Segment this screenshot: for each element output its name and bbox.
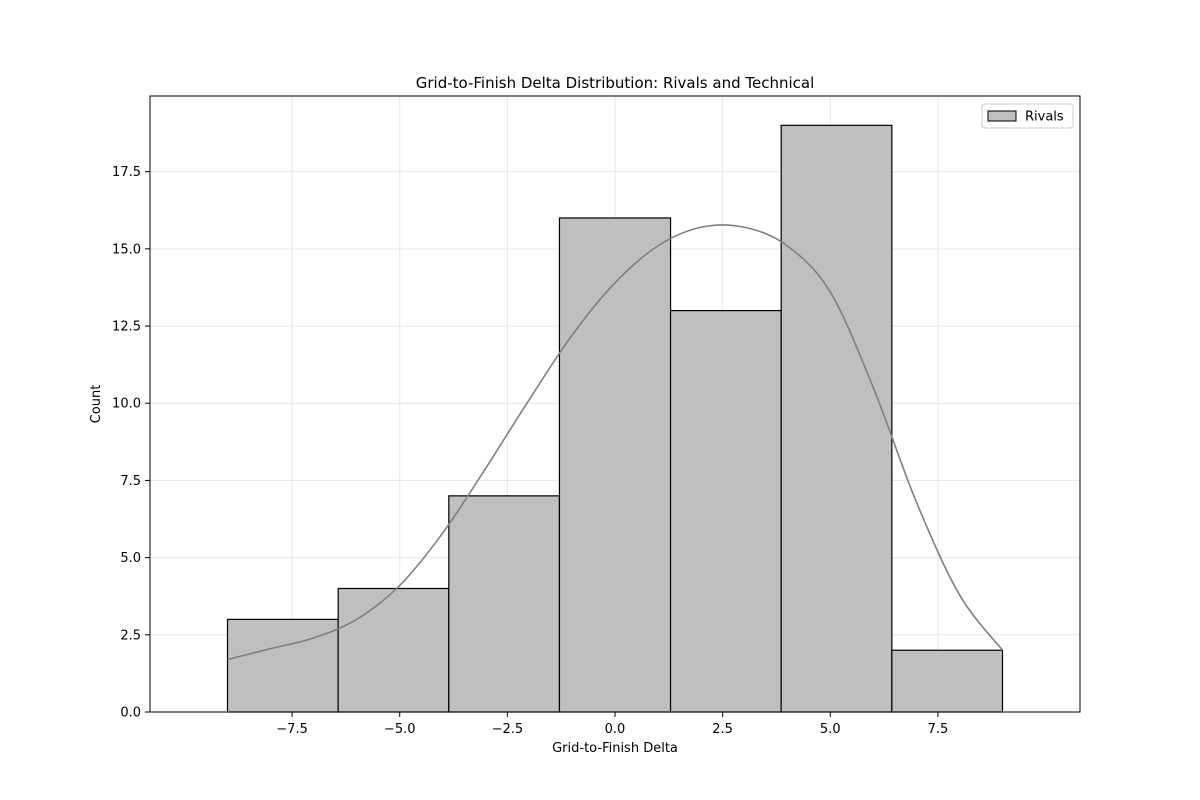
y-tick-label: 5.0 [120, 551, 141, 566]
histogram-bar [337, 587, 450, 713]
histogram-bar [780, 124, 893, 713]
histogram-bar [891, 649, 1004, 713]
x-tick-label: 0.0 [605, 722, 626, 737]
y-tick-label: 0.0 [120, 706, 141, 721]
x-tick-label: 7.5 [928, 722, 949, 737]
x-tick-label: −7.5 [276, 722, 308, 737]
histogram-bar [448, 495, 561, 713]
histogram-bar [558, 217, 672, 713]
y-tick-label: 12.5 [112, 320, 141, 335]
x-tick-label: 2.5 [712, 722, 733, 737]
kde-curve [227, 224, 1004, 661]
x-tick-label: −5.0 [384, 722, 416, 737]
histogram-bar [669, 309, 782, 713]
y-tick-label: 17.5 [112, 165, 141, 180]
legend-swatch [987, 110, 1017, 122]
y-tick-label: 7.5 [120, 474, 141, 489]
y-tick-label: 2.5 [120, 628, 141, 643]
x-axis-label: Grid-to-Finish Delta [552, 741, 678, 756]
bars [226, 124, 1004, 713]
chart-title: Grid-to-Finish Delta Distribution: Rival… [416, 74, 815, 92]
histogram-bar [226, 618, 339, 713]
y-tick-label: 10.0 [112, 397, 141, 412]
legend-label: Rivals [1025, 110, 1064, 125]
legend: Rivals [981, 103, 1074, 129]
x-tick-label: −2.5 [492, 722, 524, 737]
y-tick-label: 15.0 [112, 242, 141, 257]
x-tick-label: 5.0 [820, 722, 841, 737]
legend-box [981, 103, 1074, 129]
kde [227, 224, 1004, 661]
axes: −7.5 −5.0 −2.5 0.0 2.5 5.0 7.5 0.0 2.5 5.0 7.5 10.0… [112, 95, 1081, 737]
y-axis-label: Count [89, 385, 104, 424]
